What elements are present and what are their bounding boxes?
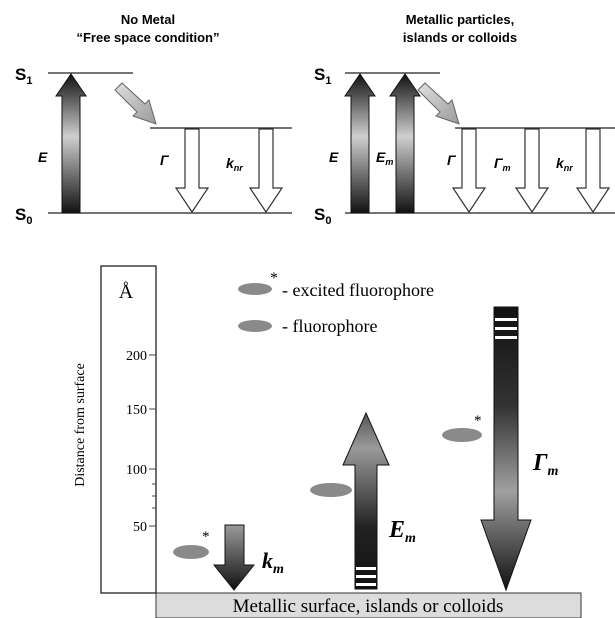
legend-excited-fluorophore-icon [238, 283, 272, 295]
legend-excited-label: - excited fluorophore [282, 280, 434, 300]
legend-fluorophore-icon [238, 320, 272, 332]
fluorophore-middle [310, 483, 352, 497]
relaxation-arrow [417, 82, 460, 125]
star-far: * [474, 413, 482, 429]
excitation-arrow [55, 73, 87, 214]
excitation-label: E [38, 149, 48, 165]
em-label: Em [376, 149, 393, 167]
panel-no-metal: No Metal “Free space condition” S1 S0 E … [15, 12, 292, 227]
gamma-arrow [451, 128, 487, 214]
s0-label: S0 [15, 205, 32, 227]
excitation-arrow [344, 73, 376, 214]
metal-excitation-arrow [389, 73, 421, 214]
panel-title-line2: “Free space condition” [76, 30, 219, 45]
surface-label: Metallic surface, islands or colloids [233, 596, 504, 617]
gamma-m-arrow-stripes [495, 318, 517, 339]
gamma-m-arrow [514, 128, 550, 214]
metallic-surface [155, 592, 582, 618]
panel-metallic: Metallic particles, islands or colloids … [314, 12, 615, 227]
tick-marks [149, 354, 156, 527]
s1-label: S1 [15, 65, 32, 87]
panel-title-line2: islands or colloids [403, 30, 517, 45]
gamma-arrow [174, 128, 210, 214]
gamma-label: Γ [160, 152, 170, 168]
knr-arrow [248, 128, 284, 214]
star-near: * [202, 529, 210, 545]
unit-label: Å [119, 281, 134, 303]
gamma-m-label: Γm [494, 155, 511, 173]
excited-fluorophore-far [442, 428, 482, 442]
gamma-label: Γ [447, 152, 457, 168]
knr-label: knr [556, 155, 573, 173]
em-arrow-stripes [356, 567, 376, 586]
em-arrow [342, 411, 390, 590]
km-label: km [262, 548, 284, 577]
s1-label: S1 [314, 65, 331, 87]
km-arrow [212, 524, 256, 591]
axis-frame [100, 265, 157, 594]
knr-label: knr [226, 155, 243, 173]
y-axis-label: Distance from surface [73, 363, 88, 487]
relaxation-arrow [114, 82, 157, 125]
legend-ground-label: - fluorophore [282, 316, 377, 336]
excited-fluorophore-near [173, 545, 209, 559]
em-label: Em [388, 517, 416, 546]
distance-panel: Å Distance from surface 200 150 100 50 *… [73, 265, 582, 618]
excitation-label: E [329, 149, 339, 165]
panel-title-line1: Metallic particles, [406, 12, 514, 27]
tick-label-200: 200 [126, 349, 147, 364]
legend-star: * [270, 270, 278, 287]
tick-label-50: 50 [133, 520, 147, 535]
gamma-m-arrow [480, 306, 532, 592]
s0-label: S0 [314, 205, 331, 227]
panel-title-line1: No Metal [121, 12, 175, 27]
gamma-m-label: Γm [532, 450, 559, 479]
tick-label-100: 100 [126, 463, 147, 478]
tick-label-150: 150 [126, 403, 147, 418]
knr-arrow [575, 128, 611, 214]
